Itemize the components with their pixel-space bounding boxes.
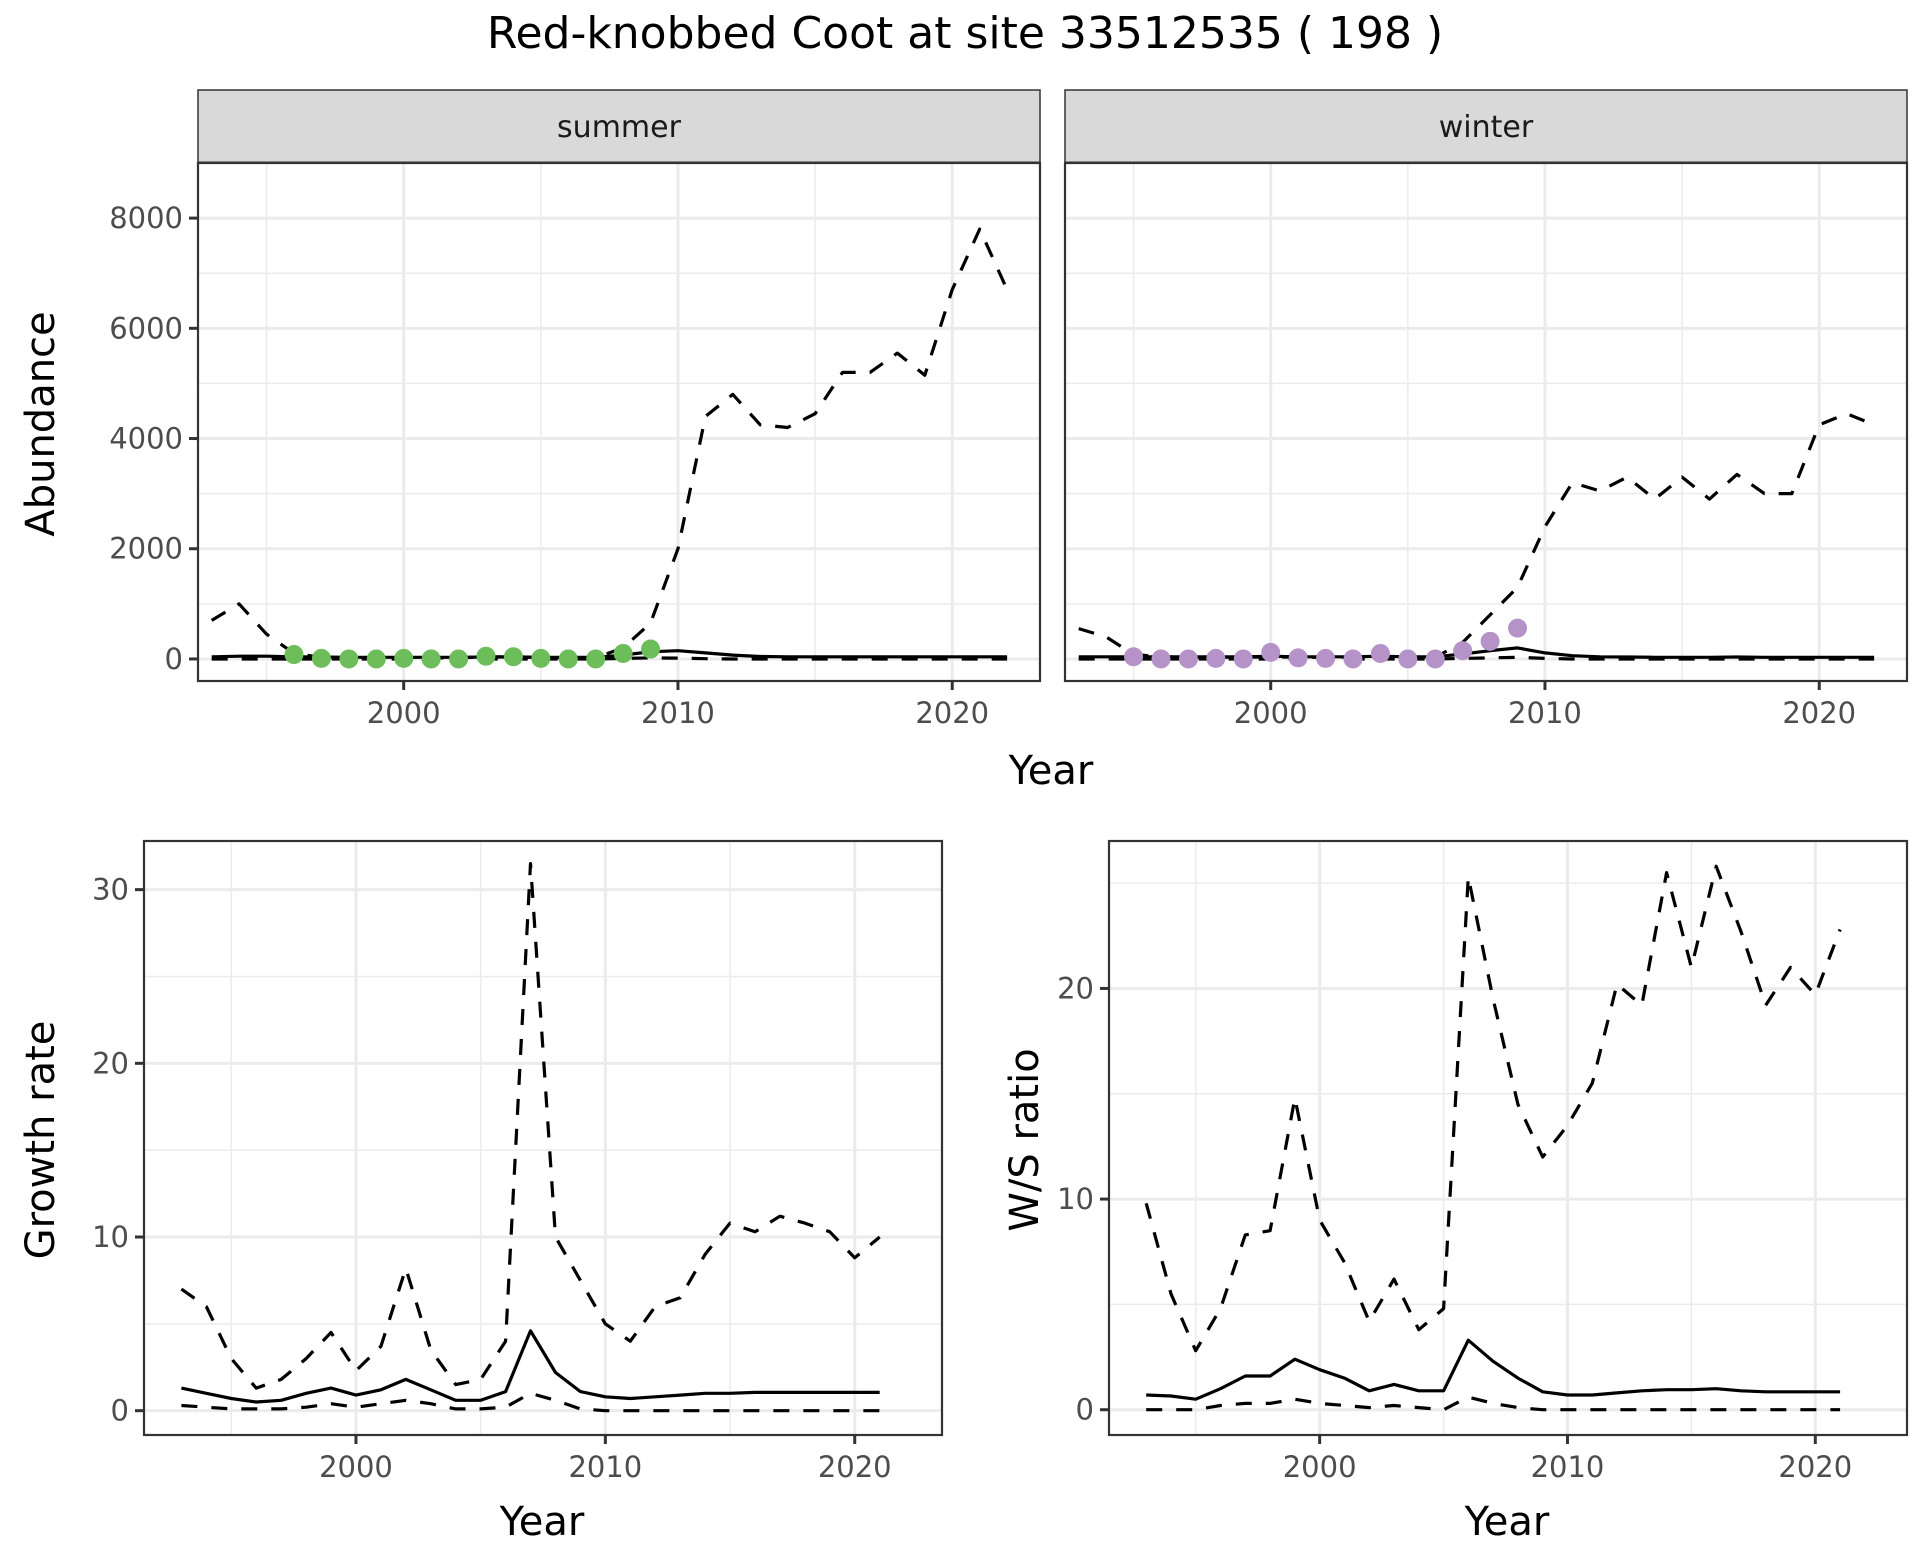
panel-growth-rate: 2000 2010 2020 0 10 20 30 [92, 839, 944, 1484]
panel-border [1107, 839, 1909, 1437]
observed-point-winter [1288, 648, 1308, 668]
strip-summer-label: summer [557, 110, 682, 145]
x-tick-label: 2010 [1508, 696, 1582, 730]
x-tick-label: 2020 [818, 1450, 892, 1484]
y-tick-label: 0 [1076, 1393, 1094, 1427]
observed-point-winter [1178, 649, 1198, 669]
x-tick-label: 2020 [915, 696, 989, 730]
x-tick-label: 2000 [319, 1450, 393, 1484]
plot-area [1065, 163, 1907, 681]
y-tick-label: 30 [92, 873, 129, 907]
series-line-lower [1146, 1395, 1841, 1412]
y-tick-label: 10 [1057, 1182, 1094, 1216]
observed-point-summer [311, 648, 331, 668]
observed-point-summer [531, 648, 551, 668]
y-tick-label: 2000 [109, 532, 183, 566]
growth-x-axis-title: Year [499, 1499, 585, 1545]
observed-point-summer [284, 645, 304, 665]
observed-point-summer [476, 646, 496, 666]
observed-point-summer [394, 648, 414, 668]
abundance-x-axis-title: Year [1008, 748, 1094, 794]
observed-point-winter [1425, 649, 1445, 669]
y-tick-label: 4000 [109, 422, 183, 456]
y-tick-label: 20 [92, 1046, 129, 1080]
x-tick-label: 2020 [1778, 1450, 1852, 1484]
y-tick-label: 0 [165, 642, 183, 676]
plot-area [144, 841, 942, 1435]
y-tick-label: 6000 [109, 311, 183, 345]
series-line-median [181, 1329, 880, 1404]
growth-y-axis-title: Growth rate [18, 1021, 64, 1260]
observed-point-summer [586, 649, 606, 669]
panel-border [142, 839, 944, 1437]
observed-point-winter [1261, 642, 1281, 662]
observed-point-winter [1508, 618, 1528, 638]
observed-point-winter [1370, 643, 1390, 663]
y-tick-label: 8000 [109, 201, 183, 235]
y-tick-label: 20 [1057, 971, 1094, 1005]
observed-point-winter [1233, 649, 1253, 669]
x-tick-label: 2010 [568, 1450, 642, 1484]
observed-point-summer [641, 639, 661, 659]
y-tick-label: 10 [92, 1220, 129, 1254]
x-tick-label: 2000 [1234, 696, 1308, 730]
observed-point-summer [421, 649, 441, 669]
observed-point-summer [366, 649, 386, 669]
observed-point-winter [1316, 648, 1336, 668]
ws-x-axis-title: Year [1464, 1499, 1550, 1545]
observed-point-summer [558, 649, 578, 669]
series-line-median [1146, 1338, 1841, 1401]
observed-point-winter [1398, 649, 1418, 669]
observed-point-winter [1124, 647, 1144, 667]
x-tick-label: 2000 [367, 696, 441, 730]
x-tick-label: 2010 [1531, 1450, 1605, 1484]
x-tick-label: 2020 [1782, 696, 1856, 730]
plot-area [1109, 841, 1907, 1435]
ws-y-axis-title: W/S ratio [1002, 1048, 1048, 1231]
panel-border [196, 161, 1042, 683]
observed-point-summer [613, 643, 633, 663]
observed-point-winter [1151, 649, 1171, 669]
y-tick-label: 0 [111, 1394, 129, 1428]
observed-point-winter [1453, 641, 1473, 661]
observed-point-winter [1480, 631, 1500, 651]
strip-summer: summer [197, 89, 1041, 165]
x-tick-label: 2010 [641, 696, 715, 730]
panel-abundance-summer: 2000 2010 2020 0 2000 4000 6000 8000 [109, 161, 1042, 730]
strip-winter: winter [1064, 89, 1908, 165]
abundance-y-axis-title: Abundance [18, 311, 64, 536]
observed-point-summer [449, 649, 469, 669]
plot-area [198, 163, 1040, 681]
x-tick-label: 2000 [1283, 1450, 1357, 1484]
strip-winter-label: winter [1439, 110, 1534, 145]
series-line-upper [180, 862, 881, 1390]
observed-point-summer [339, 649, 359, 669]
observed-point-winter [1206, 648, 1226, 668]
panel-abundance-winter: 2000 2010 2020 [1063, 161, 1909, 730]
panel-ws-ratio: 2000 2010 2020 0 10 20 [1057, 839, 1909, 1484]
observed-point-winter [1343, 649, 1363, 669]
panel-border [1063, 161, 1909, 683]
observed-point-summer [503, 647, 523, 667]
chart-title: Red-knobbed Coot at site 33512535 ( 198 … [487, 8, 1443, 59]
